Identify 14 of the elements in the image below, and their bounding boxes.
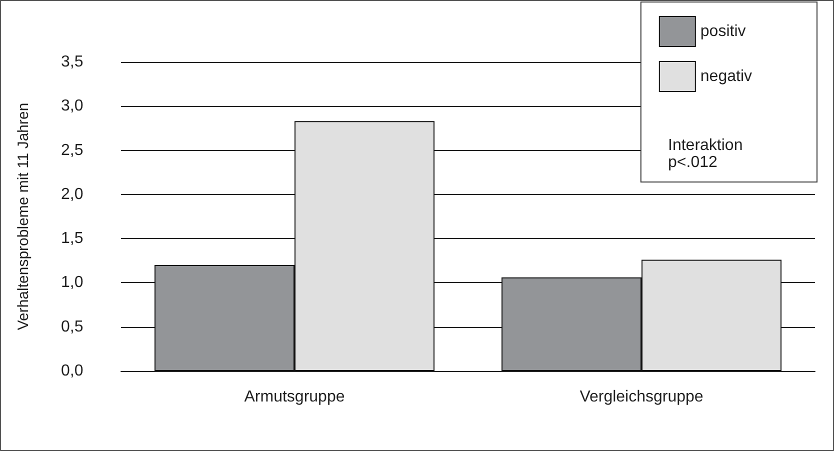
- y-tick-label: 0,5: [61, 318, 84, 336]
- y-tick-label: 0,0: [61, 362, 84, 380]
- y-tick-label: 1,5: [61, 230, 84, 248]
- y-axis-title: Verhaltensprobleme mit 11 Jahren: [15, 102, 32, 330]
- legend-label: negativ: [700, 68, 752, 85]
- y-tick-label: 1,0: [61, 274, 84, 292]
- x-tick-label: Armutsgruppe: [244, 388, 345, 406]
- legend-label: positiv: [700, 23, 746, 40]
- y-tick-label: 2,0: [61, 186, 84, 203]
- y-tick-label: 3,5: [61, 54, 84, 70]
- y-tick-label: 2,5: [61, 142, 84, 159]
- annotation: Interaktion p<.012: [668, 137, 743, 171]
- x-tick-label: Vergleichsgruppe: [580, 388, 704, 406]
- y-tick-label: 3,0: [61, 98, 84, 115]
